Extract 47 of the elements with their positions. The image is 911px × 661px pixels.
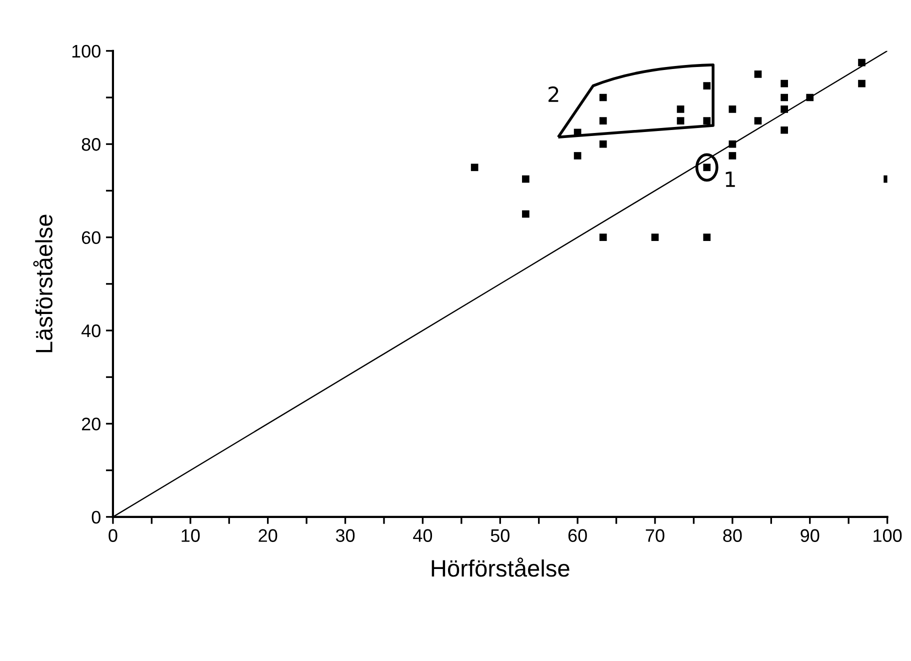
x-tick-label: 50	[490, 529, 510, 542]
point	[754, 70, 762, 78]
y-tick-label: 60	[82, 231, 100, 244]
point	[728, 140, 736, 148]
point	[599, 94, 607, 102]
point	[780, 105, 788, 113]
y-tick-label: 100	[72, 44, 100, 58]
annotation: 1	[726, 172, 735, 187]
x-tick-label: 20	[258, 529, 278, 542]
x-tick-label: 10	[182, 529, 200, 542]
point	[470, 164, 478, 172]
point	[754, 117, 762, 124]
annotation: 2	[548, 86, 558, 102]
y-tick-label: 0	[92, 510, 100, 524]
point	[522, 210, 530, 218]
point	[651, 234, 659, 241]
point	[703, 234, 711, 241]
point	[858, 80, 866, 88]
y-tick-label: 20	[82, 418, 100, 430]
y-tick-label: 40	[81, 324, 100, 338]
point	[599, 140, 607, 148]
point	[728, 105, 736, 113]
point	[780, 94, 788, 102]
point	[676, 117, 684, 124]
x-tick-label: 0	[108, 529, 118, 542]
point	[599, 234, 607, 241]
point	[522, 175, 530, 183]
point	[703, 82, 711, 90]
x-tick-label: 100	[874, 529, 902, 542]
x-tick-label: 30	[336, 529, 355, 542]
y-tick-label: 80	[82, 138, 100, 151]
point	[574, 152, 582, 160]
point	[703, 117, 711, 124]
x-tick-label: 70	[646, 529, 664, 542]
x-axis-title: Hörförståelse	[432, 558, 570, 577]
x-tick-label: 40	[413, 529, 432, 542]
point	[780, 126, 788, 134]
x-tick-label: 80	[723, 529, 742, 542]
point	[806, 94, 814, 102]
point	[599, 117, 607, 124]
point	[676, 105, 684, 113]
y-axis-title: Läsförståelse	[33, 214, 52, 352]
point	[780, 80, 788, 88]
x-tick-label: 90	[800, 529, 820, 542]
point	[728, 152, 736, 160]
x-tick-label: 60	[568, 529, 587, 542]
point	[858, 58, 866, 66]
